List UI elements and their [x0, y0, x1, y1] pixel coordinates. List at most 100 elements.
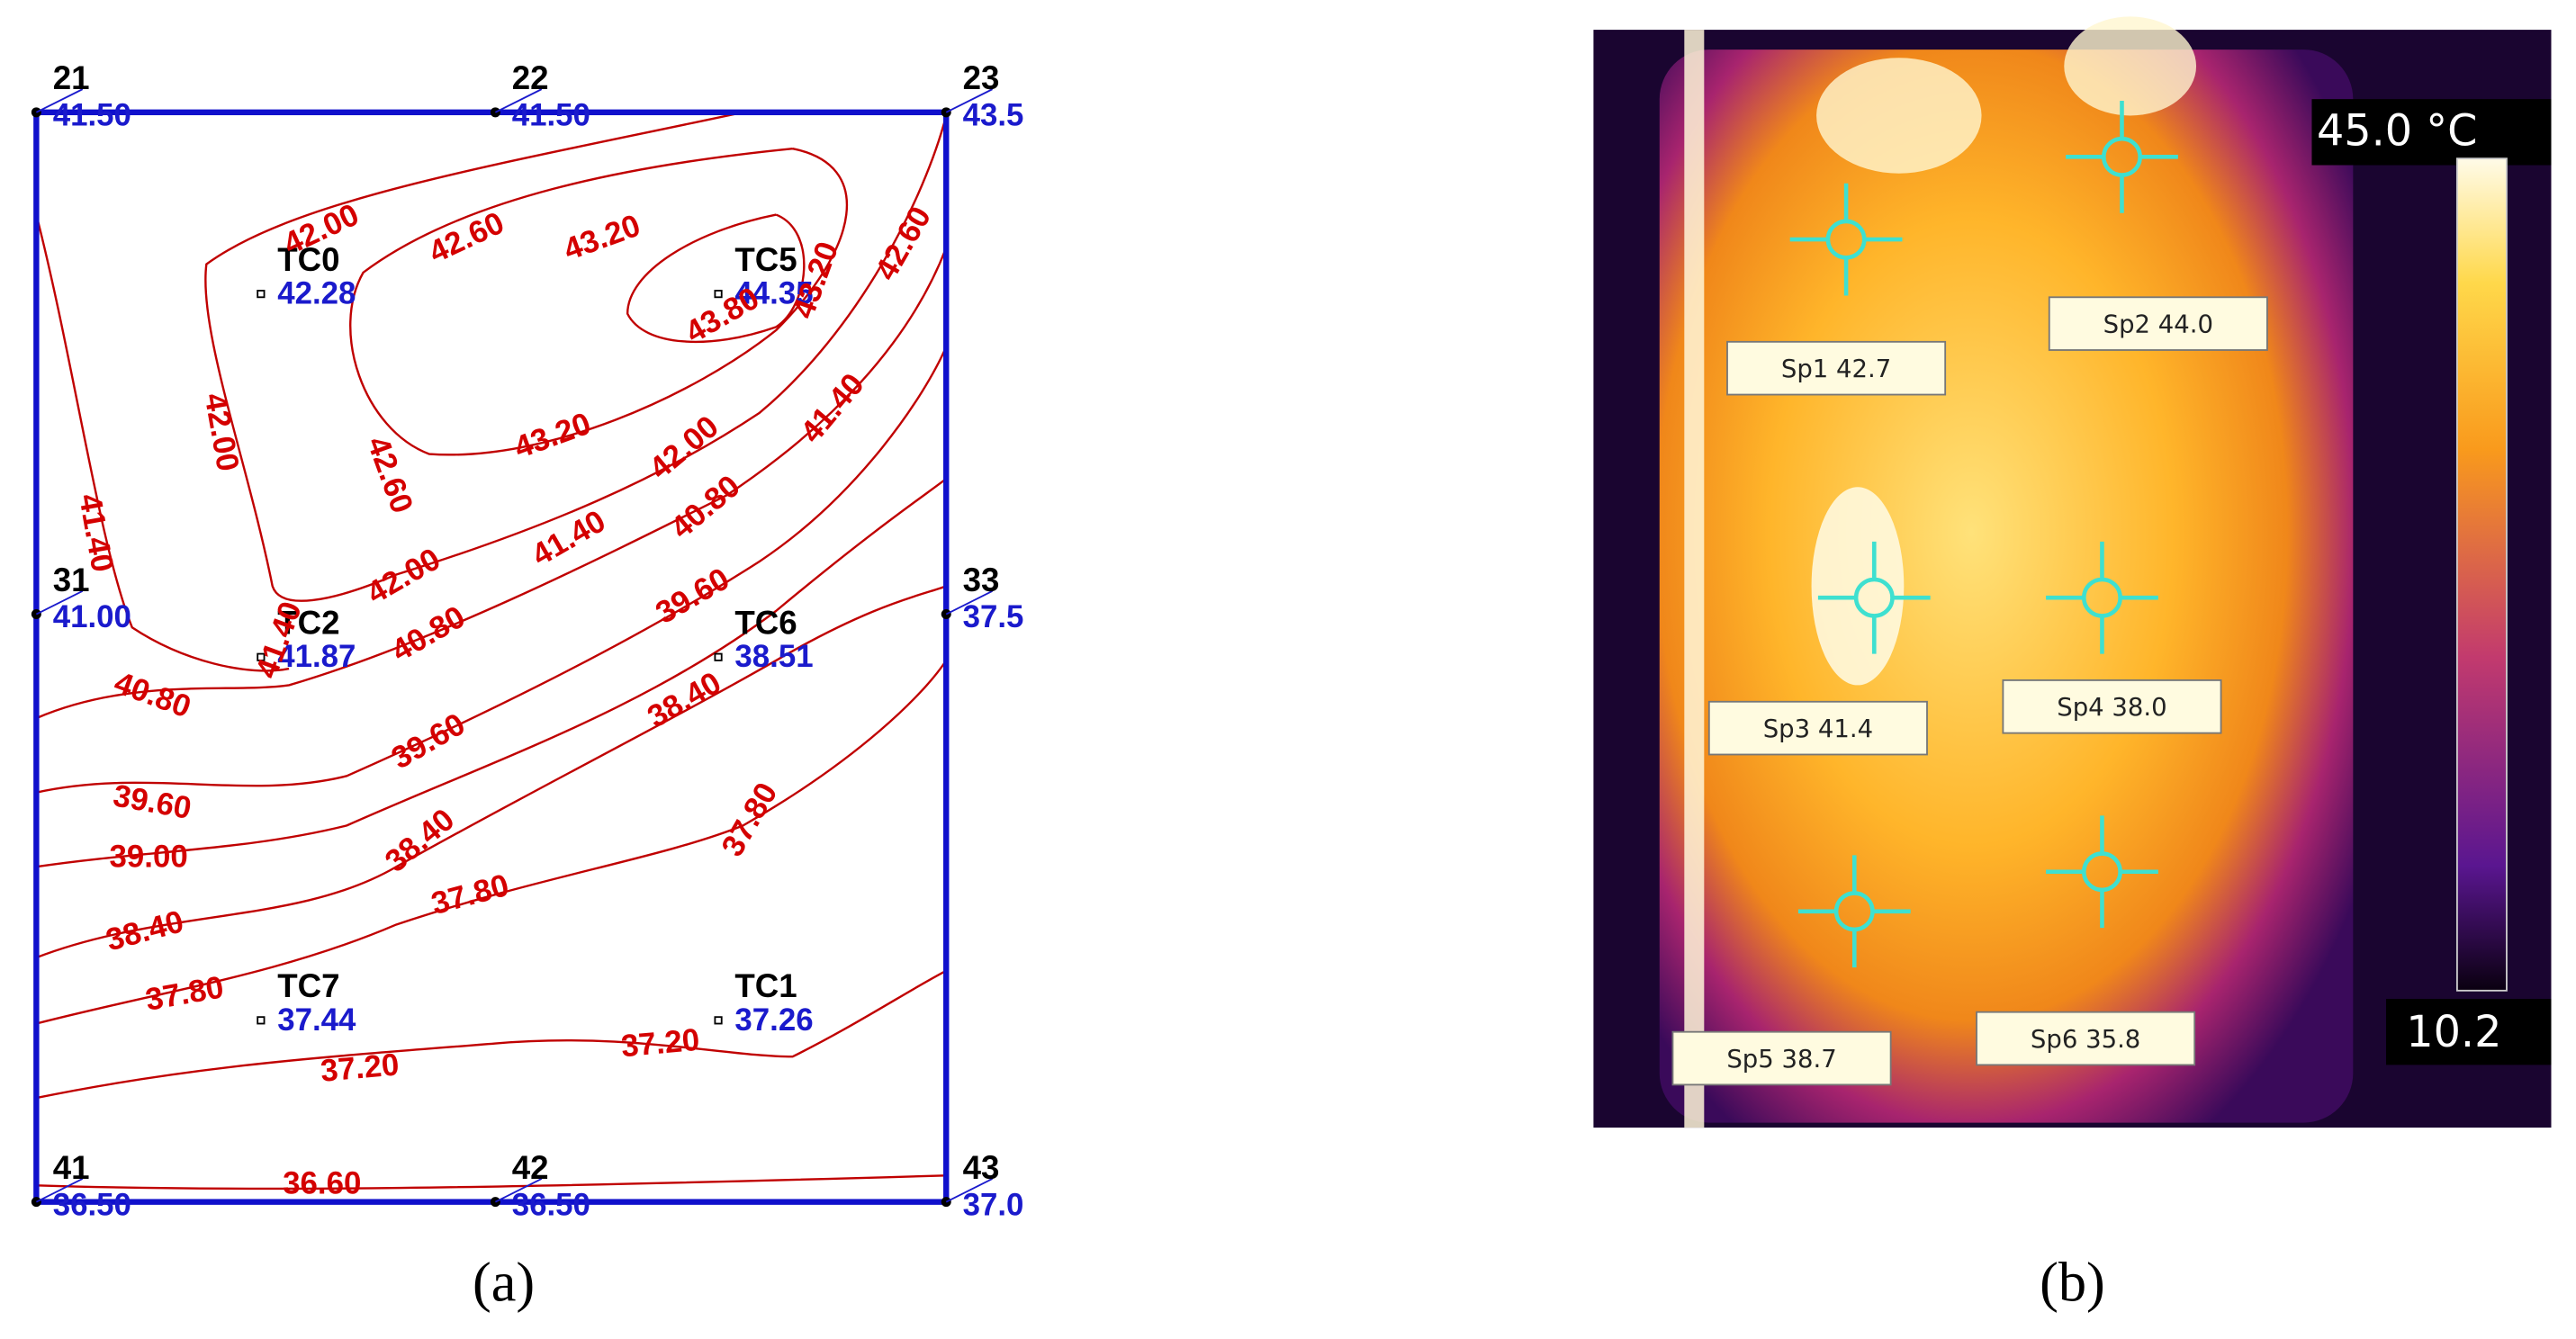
panel-b: Sp1 42.7 Sp2 44.0 Sp3 41.4 Sp4 38.0 Sp5 38.7…	[1671, 100, 2268, 1086]
corner-id: 33	[963, 562, 1000, 598]
spot-crosshair	[1797, 855, 1911, 968]
sensor-point	[257, 290, 266, 299]
spot-box	[1976, 1011, 2196, 1066]
contour-line	[35, 585, 947, 959]
corner-id: 31	[53, 562, 90, 598]
contour-line	[204, 111, 948, 602]
thermal-image	[1659, 49, 2354, 1123]
spot-label: Sp6 35.8	[2031, 1025, 2140, 1054]
contour-line	[35, 247, 948, 720]
leader	[945, 88, 994, 113]
corner-id: 22	[512, 59, 549, 96]
corner-id: 41	[53, 1149, 90, 1186]
leader	[494, 1178, 543, 1203]
contour-label: 37.20	[620, 1022, 701, 1064]
sensor-point	[257, 652, 266, 661]
corner-value: 37.0	[963, 1187, 1024, 1222]
contour-label: 39.00	[110, 839, 188, 874]
corner-id: 42	[512, 1149, 549, 1186]
contour-label: 39.60	[385, 706, 471, 776]
spot-crosshair	[2046, 541, 2158, 654]
color-scale	[2455, 157, 2508, 992]
sensor-value: 37.26	[734, 1002, 813, 1038]
contour-label: 43.20	[509, 406, 595, 465]
scale-max-box	[2311, 99, 2552, 166]
spot-label: Sp1 42.7	[1781, 355, 1891, 383]
contour-label: 36.60	[283, 1166, 361, 1201]
contour-lines	[35, 111, 948, 1191]
leader	[35, 88, 84, 113]
sensor-value: 37.44	[277, 1002, 356, 1038]
contour-label: 40.80	[385, 599, 471, 669]
sensor-value: 41.87	[277, 639, 356, 674]
corner-id: 21	[53, 59, 90, 96]
sensor-value: 44.35	[734, 276, 813, 311]
contour-label: 41.40	[794, 367, 871, 450]
spot-crosshair	[2066, 100, 2178, 213]
leader	[494, 88, 543, 113]
contour-line	[36, 969, 947, 1100]
leader	[35, 1178, 84, 1203]
contour-label: 37.80	[428, 867, 512, 921]
panel-a: 2141.502241.502343.53141.003337.54136.50…	[31, 59, 1024, 1222]
contour-label: 39.60	[650, 562, 735, 631]
corner-point	[941, 609, 951, 620]
spot-box	[1726, 340, 1947, 396]
corner-value: 37.5	[963, 599, 1024, 634]
contour-label: 42.00	[643, 409, 725, 486]
contour-label: 42.60	[869, 201, 938, 286]
sensor-id: TC1	[734, 967, 797, 1004]
contour-label: 37.80	[143, 969, 227, 1018]
caption: (b)	[2040, 1252, 2105, 1314]
corner-value: 36.50	[512, 1187, 590, 1222]
contour-label: 38.40	[103, 903, 187, 957]
sensor-point	[714, 290, 723, 299]
corner-point	[941, 1197, 951, 1208]
contour-label: 42.00	[361, 542, 446, 611]
contour-label: 37.20	[320, 1047, 401, 1088]
scale-max: 45.0 °C	[2317, 107, 2477, 157]
spot-label: Sp2 44.0	[2103, 310, 2213, 338]
hot-edge	[1684, 30, 1705, 1128]
sensor-id: TC6	[734, 605, 797, 642]
contour-line	[35, 214, 290, 672]
corner-value: 43.5	[963, 97, 1024, 132]
sensor-id: TC2	[277, 605, 339, 642]
sensor-value: 42.28	[277, 276, 356, 311]
corner-value: 41.00	[53, 599, 131, 634]
contour-label: 38.40	[642, 665, 727, 734]
hot-spot	[2064, 16, 2197, 116]
sensor-id: TC5	[734, 241, 797, 278]
corner-value: 36.50	[53, 1187, 131, 1222]
sensor-value: 38.51	[734, 639, 813, 674]
sensor-id: TC0	[277, 241, 339, 278]
spot-label: Sp3 41.4	[1763, 714, 1873, 743]
contour-label: 39.60	[111, 777, 194, 826]
contour-line	[349, 147, 849, 456]
scale-min: 10.2	[2406, 1008, 2501, 1057]
spot-label: Sp4 38.0	[2057, 693, 2166, 722]
corner-point	[941, 107, 951, 118]
hot-spot	[1816, 58, 1982, 174]
contour-line	[36, 660, 948, 1025]
sensor-id: TC7	[277, 967, 339, 1004]
spot-box	[1671, 1030, 1892, 1086]
contour-label: 42.60	[423, 205, 509, 270]
spot-label: Sp5 38.7	[1726, 1045, 1836, 1074]
spot-box	[2002, 679, 2222, 734]
contour-label: 42.00	[197, 391, 246, 474]
corner-value: 41.50	[512, 97, 590, 132]
spot-crosshair	[2046, 815, 2158, 929]
spot-crosshair	[1817, 541, 1931, 654]
leader	[945, 590, 994, 616]
contour-line	[626, 213, 806, 344]
contour-label: 38.40	[378, 802, 461, 879]
spot-box	[2048, 296, 2268, 351]
sensor-point	[714, 1016, 723, 1025]
contour-line	[36, 346, 948, 794]
contour-label: 43.20	[559, 208, 644, 267]
contour-label: 40.80	[110, 665, 195, 724]
contour-line	[36, 1174, 947, 1191]
sensor-point	[714, 652, 723, 661]
